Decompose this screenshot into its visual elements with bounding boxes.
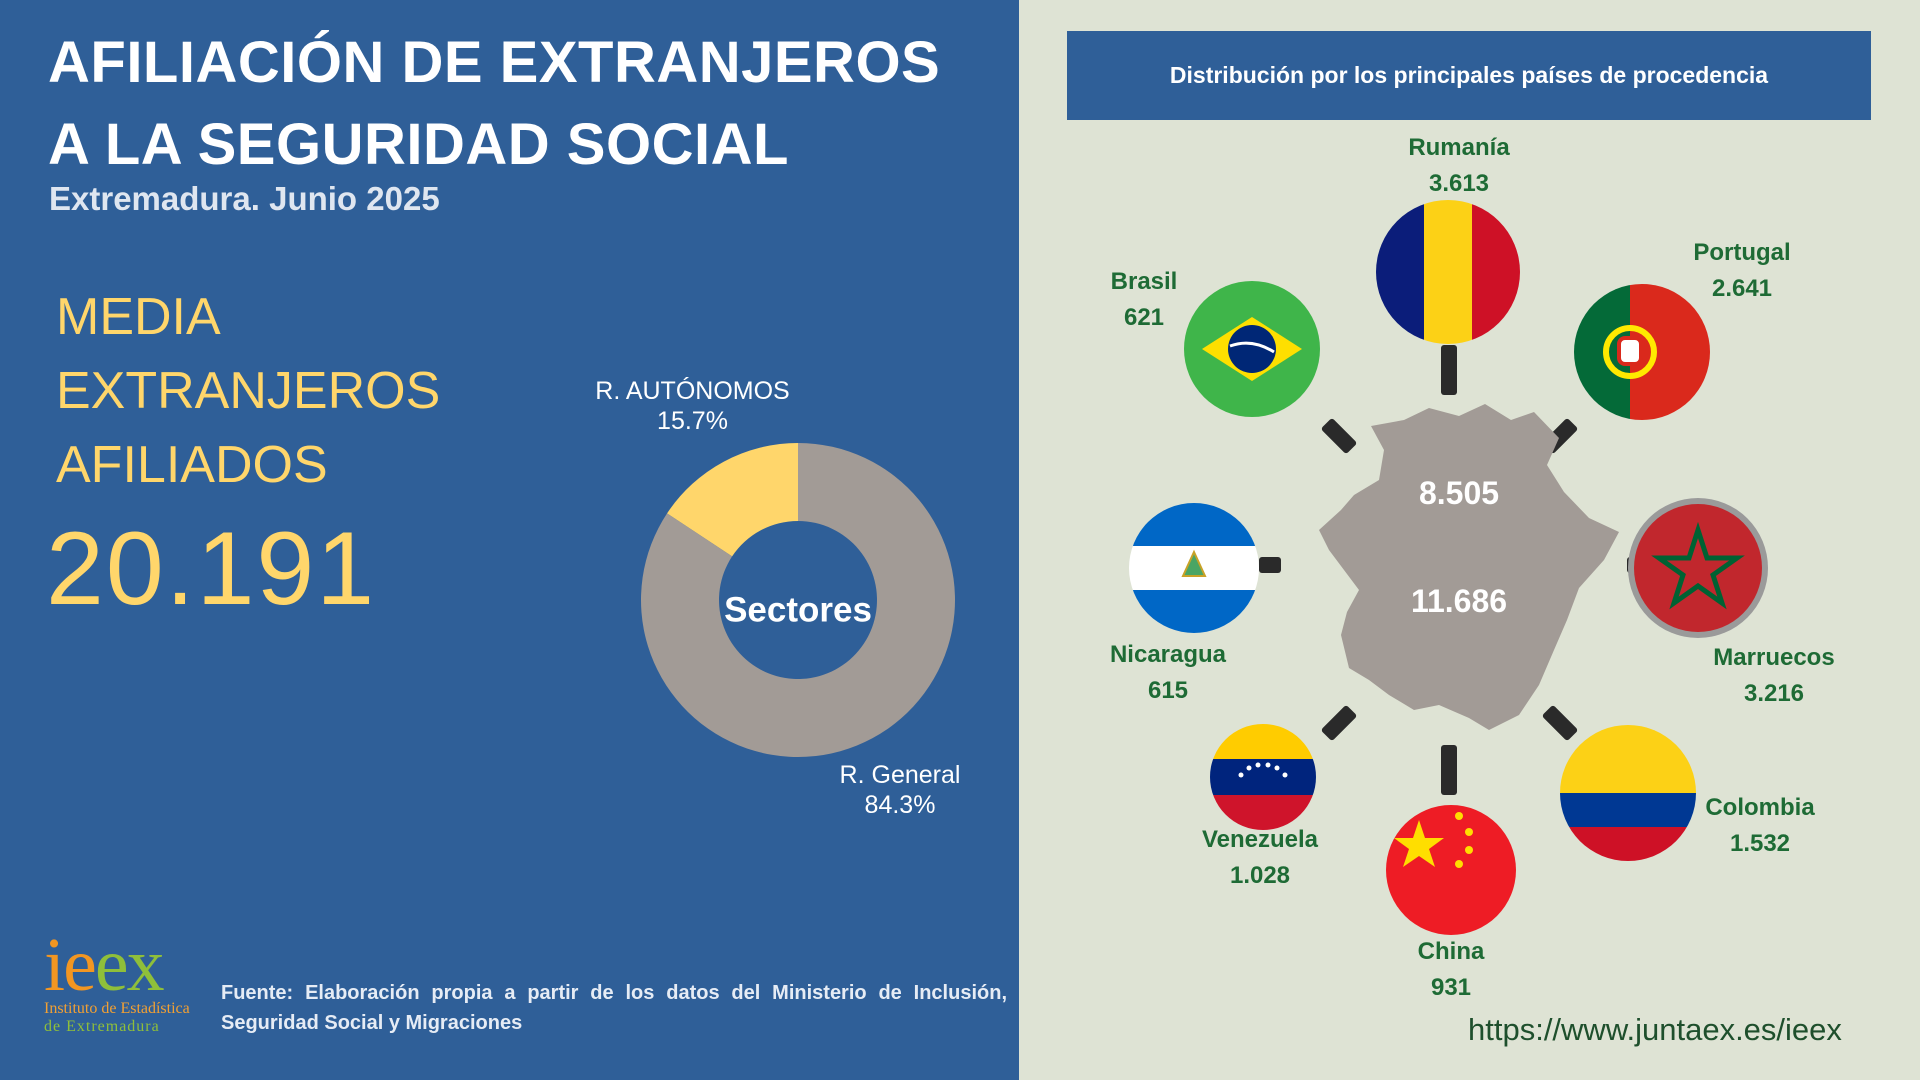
label-venezuela: Venezuela 1.028 [1160,822,1360,894]
left-panel: AFILIACIÓN DE EXTRANJEROS A LA SEGURIDAD… [0,0,1019,1080]
value-marruecos: 3.216 [1743,680,1805,707]
name-colombia: Colombia [1705,794,1815,821]
label-autonomos: R. AUTÓNOMOS 15.7% [580,376,805,436]
map-header: Distribución por los principales países … [1067,31,1871,120]
source-note: Fuente: Elaboración propia a partir de l… [221,982,1007,1034]
website-url[interactable]: https://www.juntaex.es/ieex [1468,1012,1842,1047]
morocco-flag [1628,498,1768,638]
main-title: AFILIACIÓN DE EXTRANJEROS A LA SEGURIDAD… [48,22,940,186]
sectores-donut-chart: Sectores [641,443,955,757]
media-value: 20.191 [46,511,377,627]
label-general-name: R. General [839,761,961,789]
name-portugal: Portugal [1693,239,1791,266]
label-brasil: Brasil 621 [1044,264,1244,336]
slice-general [641,443,955,757]
connectors [1259,345,1649,795]
venezuela-flag [1210,724,1316,830]
value-nicaragua: 615 [1147,677,1189,704]
label-general: R. General 84.3% [820,760,980,820]
label-autonomos-pct: 15.7% [657,407,728,435]
value-venezuela: 1.028 [1229,862,1291,889]
label-general-pct: 84.3% [864,791,936,819]
media-label: MEDIA EXTRANJEROS AFILIADOS [56,280,440,502]
label-china: China 931 [1351,934,1551,1006]
name-nicaragua: Nicaragua [1109,641,1227,668]
brazil-flag [1184,281,1320,417]
romania-flag [1376,200,1520,344]
logo-sub-2: de Extremadura [44,1018,160,1035]
slice-autonomos [667,443,798,557]
label-colombia: Colombia 1.532 [1660,790,1860,862]
value-colombia: 1.532 [1729,830,1791,857]
donut-center-label: Sectores [724,590,872,629]
name-rumania: Rumanía [1408,134,1510,161]
label-portugal: Portugal 2.641 [1642,235,1842,307]
name-venezuela: Venezuela [1201,826,1319,853]
label-marruecos: Marruecos 3.216 [1674,640,1874,712]
title-line-1: AFILIACIÓN DE EXTRANJEROS [48,30,941,95]
value-rumania: 3.613 [1428,170,1490,197]
media-line-1: MEDIA [56,288,221,346]
name-china: China [1417,938,1485,965]
ieex-logo: ieex Instituto de Estadística de Extrema… [44,923,214,1036]
label-rumania: Rumanía 3.613 [1359,130,1559,202]
region-value-bottom: 11.686 [1411,583,1507,619]
value-portugal: 2.641 [1711,275,1773,302]
title-line-2: A LA SEGURIDAD SOCIAL [48,112,789,177]
region-value-top: 8.505 [1419,475,1499,511]
subtitle: Extremadura. Junio 2025 [49,180,440,217]
logo-wordmark: ieex [44,923,165,1007]
label-autonomos-name: R. AUTÓNOMOS [595,377,790,405]
china-flag [1386,805,1516,935]
country-map: 8.505 11.686 [1129,200,1768,935]
label-nicaragua: Nicaragua 615 [1068,637,1268,709]
name-marruecos: Marruecos [1713,644,1835,671]
media-line-2: EXTRANJEROS [56,362,441,420]
value-brasil: 621 [1123,304,1165,331]
logo-sub-1: Instituto de Estadística [44,1000,190,1017]
nicaragua-flag [1129,503,1259,633]
name-brasil: Brasil [1110,268,1178,295]
value-china: 931 [1430,974,1472,1001]
extremadura-region-shape [1319,404,1619,730]
media-line-3: AFILIADOS [56,436,328,494]
